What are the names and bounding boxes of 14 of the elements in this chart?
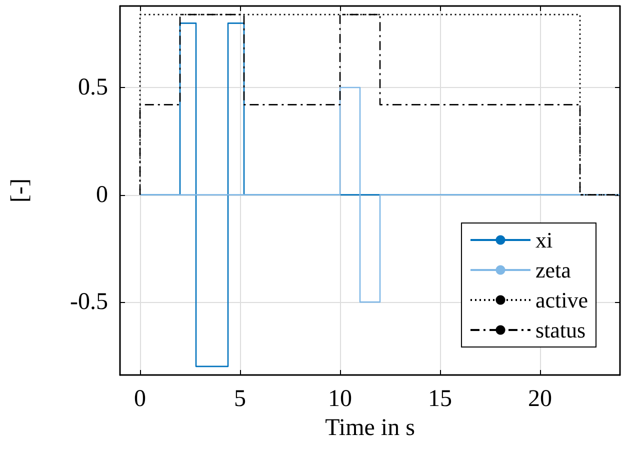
x-tick-label: 20 xyxy=(528,386,552,412)
legend-label: zeta xyxy=(535,258,572,282)
y-tick-label: 0.5 xyxy=(78,74,108,101)
x-tick-label: 15 xyxy=(428,386,452,412)
x-tick-label: 5 xyxy=(234,386,246,412)
x-tick-label: 0 xyxy=(134,386,146,412)
legend-label: xi xyxy=(535,228,553,252)
y-tick-label: 0 xyxy=(96,182,108,208)
legend-label: active xyxy=(535,288,588,312)
x-axis-title: Time in s xyxy=(325,414,415,441)
legend-label: status xyxy=(535,318,586,342)
x-tick-label: 10 xyxy=(328,386,352,412)
y-tick-label: -0.5 xyxy=(70,289,108,316)
y-axis-title: [-] xyxy=(7,178,33,202)
